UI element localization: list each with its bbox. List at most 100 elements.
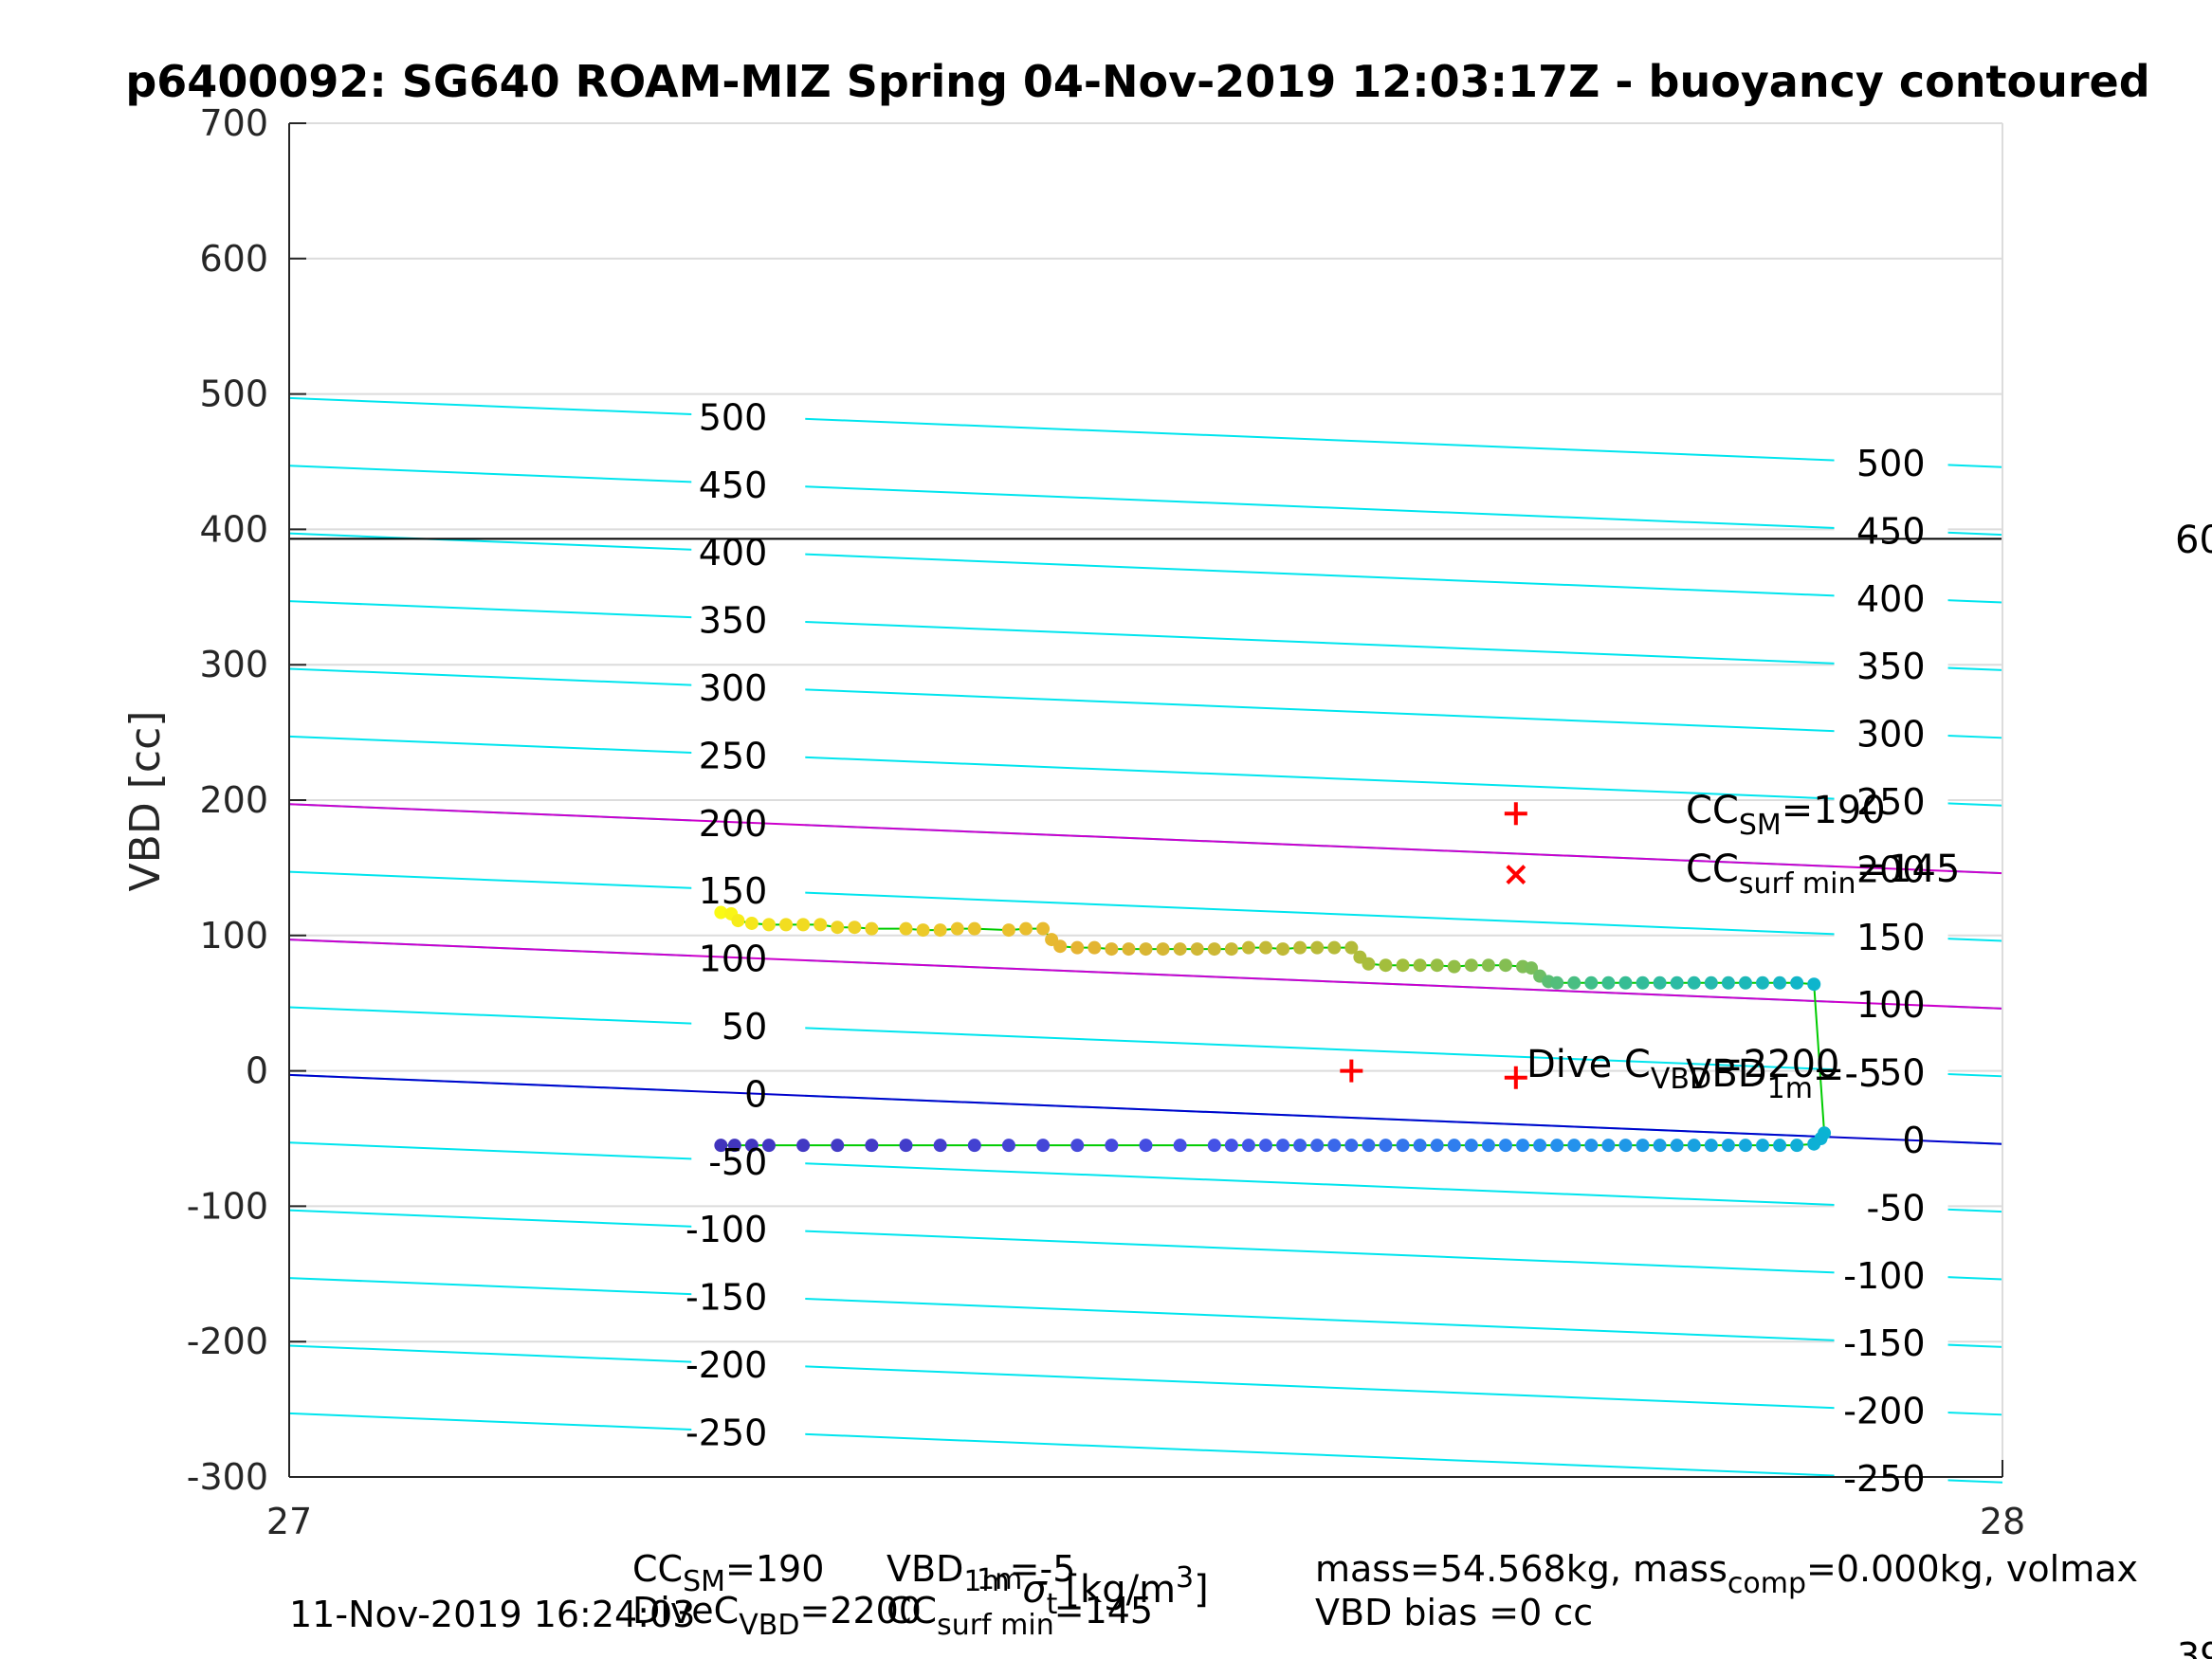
descent-point	[1653, 975, 1667, 990]
descent-point	[1379, 958, 1393, 973]
y-tick-label: -200	[187, 1321, 268, 1362]
ascent-point	[1790, 1139, 1804, 1153]
contour-label-right: 300	[1856, 714, 1926, 756]
contour-line	[288, 532, 2003, 604]
descent-point	[1464, 958, 1478, 973]
y-tick-label: 500	[199, 374, 268, 415]
contour-label-right: 400	[1856, 578, 1926, 620]
contour-label-right: -100	[1843, 1255, 1925, 1297]
contour-label-gap	[691, 1275, 806, 1318]
dive-c-annotation-rest: =2200	[1711, 1043, 1839, 1086]
contour-label-left: 200	[699, 803, 768, 845]
contour-label-gap	[691, 1343, 806, 1386]
ascent-point	[1173, 1139, 1187, 1153]
contour-label-gap	[1834, 915, 1948, 957]
x-axis-label-base: σ	[1022, 1568, 1048, 1612]
ascent-point	[1738, 1139, 1752, 1153]
ascent-point	[1481, 1139, 1495, 1153]
y-tick-labels: -300 -200 -100 0 100 200 300 400 500 600 700	[187, 102, 268, 1498]
ascent-point	[1379, 1139, 1393, 1153]
ascent-point	[1670, 1139, 1684, 1153]
profile-line	[721, 911, 1826, 1147]
descent-point	[967, 921, 981, 936]
descent-point	[779, 918, 794, 932]
ascent-point	[1498, 1139, 1512, 1153]
descent-point	[1173, 942, 1187, 957]
ascent-point	[1636, 1139, 1650, 1153]
cc-surf-min-annotation: CCsurf min=145	[1686, 848, 1960, 901]
descent-point	[1498, 958, 1512, 973]
vbd-1m-annotation-rest: =-5	[1813, 1052, 1882, 1096]
footer-dive-c-sub: VBD	[739, 1609, 799, 1642]
descent-point	[714, 905, 728, 920]
ascent-point	[1773, 1139, 1787, 1153]
descent-point	[933, 923, 947, 938]
cc-sm-annotation: CCSM=190	[1686, 789, 1886, 842]
descent-point	[1122, 942, 1136, 957]
footer-mass-b: =0.000kg, volmax	[1806, 1548, 2138, 1590]
contour-label-gap	[691, 666, 806, 709]
footer-vbd-bias: VBD bias =0 cc	[1315, 1592, 1593, 1633]
ascent-point	[1550, 1139, 1564, 1153]
footer-cc-sm-sub: SM	[683, 1565, 725, 1598]
ascent-point	[727, 1139, 741, 1153]
vbd-1m-annotation-sub: 1m	[1767, 1072, 1813, 1105]
reference-lines	[288, 538, 2003, 1145]
footer-cc-surf-min: CCsurf min=145	[887, 1590, 1153, 1642]
markers	[1340, 802, 1527, 1089]
ascent-point	[1584, 1139, 1599, 1153]
ascent-point	[1207, 1139, 1221, 1153]
ascent-point	[1704, 1139, 1718, 1153]
contour-label-right: -250	[1843, 1458, 1925, 1500]
contour-label-left: 150	[699, 870, 768, 912]
descent-point	[731, 914, 745, 928]
descent-point	[1481, 958, 1495, 973]
ascent-point	[1105, 1139, 1119, 1153]
contour-label-gap	[691, 869, 806, 912]
contour-labels: -250 -250 -200 -200 -150 -150 -100 -100 -50 -50 0 0…	[686, 396, 1926, 1500]
x-axis-label-presup: 1m	[977, 1563, 1022, 1596]
descent-point	[1790, 975, 1804, 990]
descent-point	[1053, 939, 1068, 954]
descent-point	[1550, 975, 1564, 990]
ascent-point	[1516, 1139, 1530, 1153]
ascent-point	[899, 1139, 913, 1153]
ascent-point	[1070, 1139, 1085, 1153]
ascent-point	[761, 1139, 776, 1153]
contour-label-right: 200	[1856, 848, 1926, 890]
descent-point	[1088, 940, 1102, 955]
y-tick-label: 100	[199, 915, 268, 957]
descent-point	[865, 921, 879, 936]
ascent-point	[1601, 1139, 1616, 1153]
footer-corner-cut: 39	[2177, 1635, 2212, 1659]
contour-label-right: 250	[1856, 781, 1926, 823]
contour-label-left: -250	[686, 1412, 767, 1453]
descent-point	[916, 923, 930, 938]
cc-sm-annotation-sub: SM	[1739, 809, 1782, 842]
contour-label-gap	[1834, 712, 1948, 755]
contour-line	[288, 870, 2003, 942]
cc-surf-min-marker	[1506, 865, 1526, 884]
contour-label-gap	[1834, 1253, 1948, 1296]
descent-point	[1070, 940, 1085, 955]
ascent-point	[1533, 1139, 1547, 1153]
contour-label-left: -100	[686, 1209, 767, 1250]
ascent-point	[1447, 1139, 1461, 1153]
descent-point	[1139, 942, 1153, 957]
ascent-point	[1258, 1139, 1272, 1153]
y-axis-label: VBD [cc]	[121, 711, 170, 892]
descent-point	[1687, 975, 1701, 990]
x-axis-label-close: ]	[1194, 1568, 1209, 1612]
y-tick-label: 400	[199, 508, 268, 550]
ascent-point	[714, 1139, 728, 1153]
data-series	[714, 905, 1832, 1153]
ascent-point	[1653, 1139, 1667, 1153]
x-axis-label-sup: 3	[1176, 1561, 1194, 1595]
descent-point	[831, 921, 845, 935]
contour-label-gap	[1834, 509, 1948, 552]
descent-point	[1738, 975, 1752, 990]
descent-point	[1567, 975, 1581, 990]
grid-lines	[289, 122, 2002, 1478]
footer-vbd-1m-base: VBD	[887, 1548, 963, 1590]
